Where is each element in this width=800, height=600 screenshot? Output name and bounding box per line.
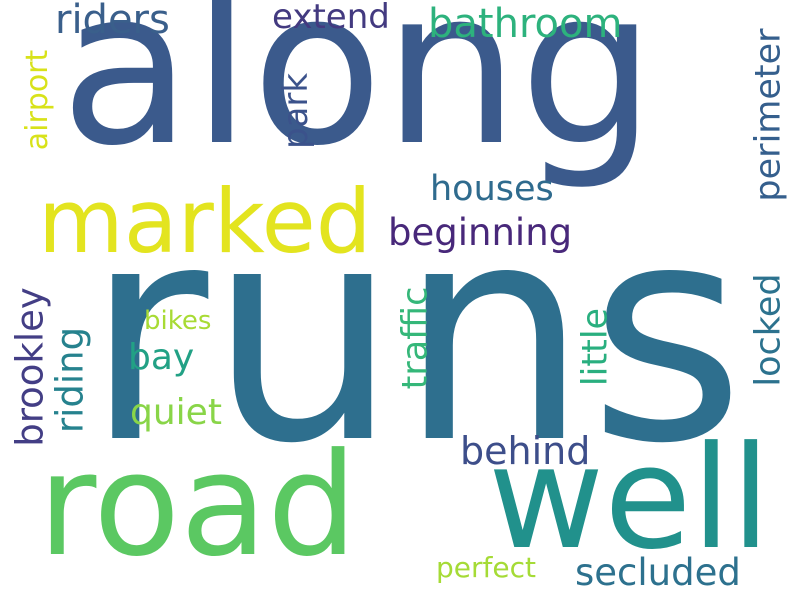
word-secluded: secluded [575,551,741,594]
word-park: park [276,72,316,150]
word-perfect: perfect [436,551,536,584]
word-along: along [60,0,656,193]
word-bay: bay [128,337,195,378]
word-behind: behind [460,429,591,473]
word-marked: marked [38,170,372,273]
word-road: road [38,423,358,588]
word-brookley: brookley [8,287,52,447]
word-bathroom: bathroom [428,1,623,47]
word-riders: riders [55,0,170,43]
word-quiet: quiet [130,392,222,433]
word-runs: runs [85,160,745,509]
word-perimeter: perimeter [748,28,789,202]
word-houses: houses [430,169,554,209]
word-riding: riding [48,326,92,434]
word-locked: locked [748,273,789,387]
word-well: well [488,416,771,581]
word-beginning: beginning [388,211,573,254]
word-extend: extend [272,0,390,37]
word-airport: airport [20,49,55,151]
word-traffic: traffic [395,286,436,390]
word-little: little [575,307,616,387]
word-bikes: bikes [144,306,212,336]
